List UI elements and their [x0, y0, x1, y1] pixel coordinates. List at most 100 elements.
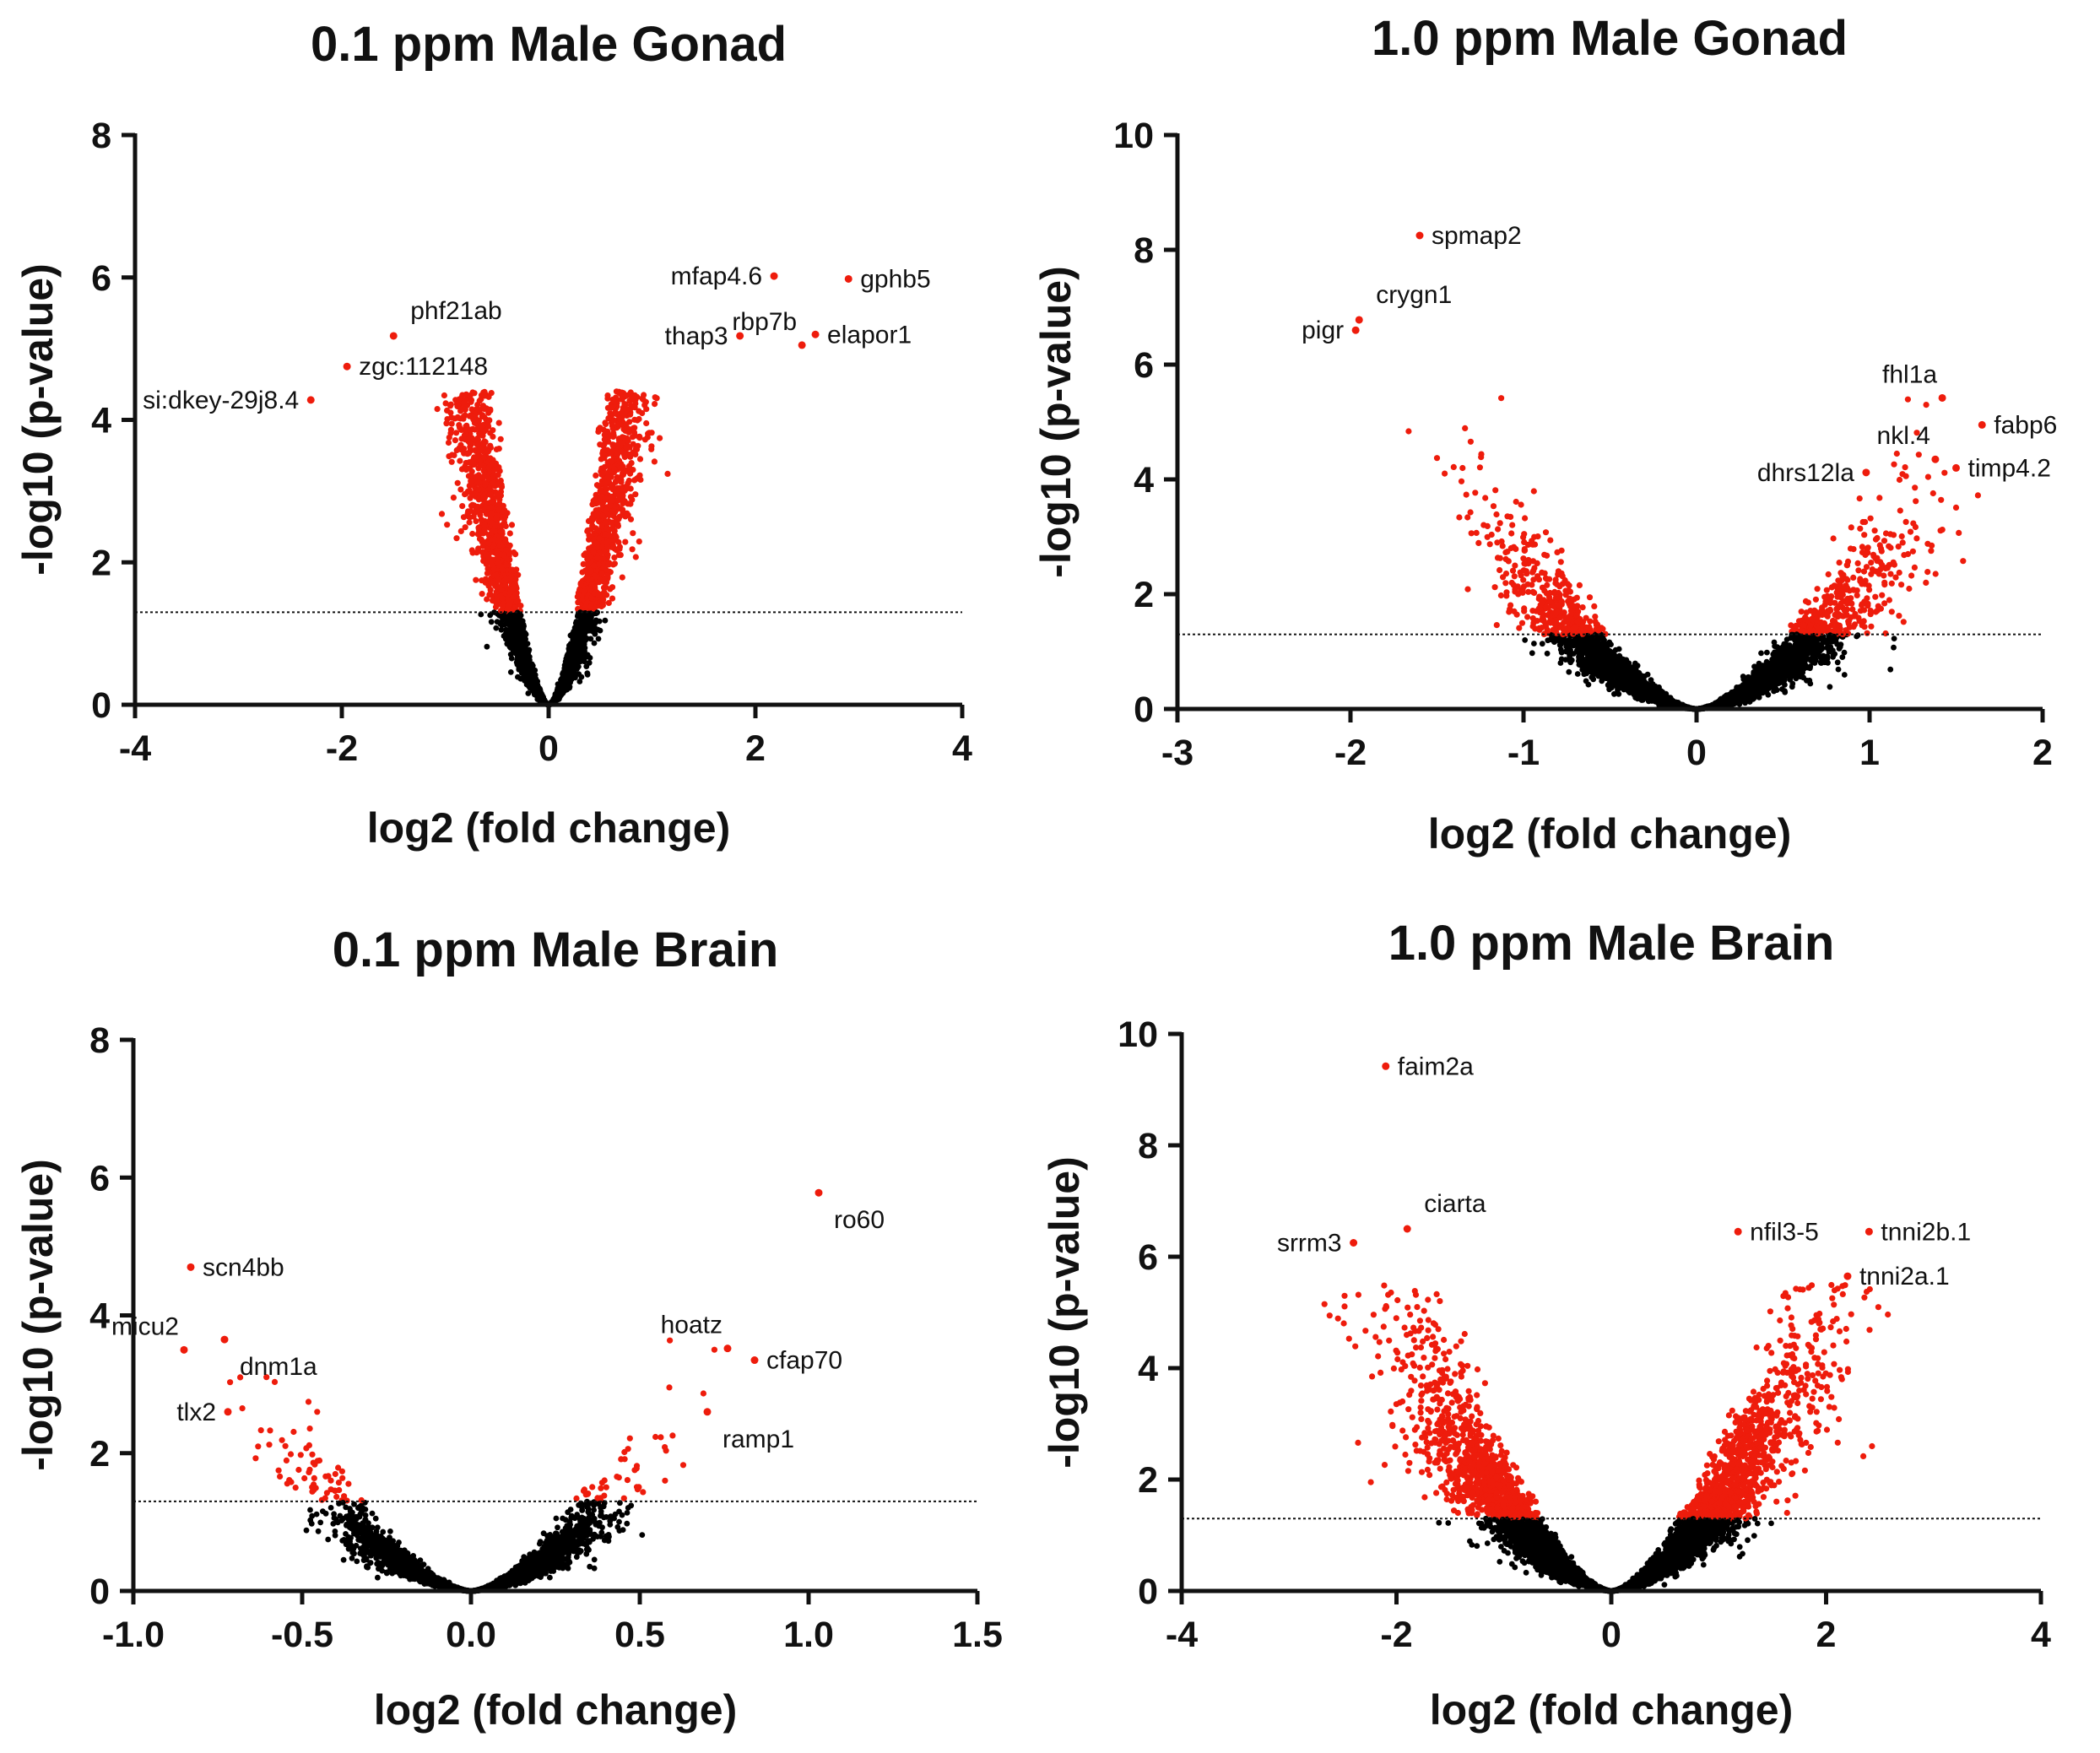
labeled-gene-point [798, 341, 806, 349]
significant-gene-point [455, 414, 461, 420]
significant-gene-point [589, 581, 595, 587]
significant-gene-point [636, 538, 642, 544]
significant-gene-point [468, 399, 474, 405]
significant-gene-point [502, 539, 508, 545]
gene-point [527, 647, 533, 653]
significant-gene-point [500, 567, 506, 573]
gene-point [1891, 645, 1897, 651]
significant-gene-point [512, 592, 518, 598]
significant-gene-point [474, 441, 480, 447]
significant-gene-point [441, 392, 447, 398]
significant-gene-point [594, 555, 600, 561]
gene-point [588, 622, 594, 628]
significant-gene-point [495, 560, 501, 566]
significant-gene-point [466, 514, 472, 520]
significant-gene-point [578, 582, 584, 587]
significant-gene-point [490, 528, 496, 533]
significant-gene-point [621, 452, 627, 457]
significant-gene-point [435, 406, 441, 412]
significant-gene-point [478, 397, 484, 403]
significant-gene-point [632, 491, 638, 497]
significant-gene-point [457, 486, 463, 492]
significant-gene-point [606, 600, 612, 606]
significant-gene-point [1923, 580, 1929, 586]
significant-gene-point [631, 441, 636, 447]
significant-gene-point [448, 427, 454, 433]
volcano-plot-figure: 0.1 ppm Male Gonad -4 -2 0 2 402468 mfap4.6 g… [0, 0, 2100, 1753]
gene-point [1764, 650, 1770, 656]
significant-gene-point [486, 592, 492, 598]
significant-gene-point [588, 568, 594, 574]
significant-gene-point [600, 470, 606, 476]
significant-gene-point [439, 511, 445, 517]
significant-gene-point [1451, 464, 1457, 470]
significant-gene-point [449, 459, 455, 465]
significant-gene-point [473, 577, 479, 583]
significant-gene-point [604, 447, 610, 453]
significant-gene-point [626, 465, 632, 471]
gene-point [509, 623, 515, 629]
significant-gene-point [598, 487, 603, 493]
labeled-gene-point [771, 273, 778, 280]
significant-gene-point [609, 484, 614, 490]
gene-point [588, 636, 594, 642]
significant-gene-point [609, 423, 615, 429]
y-tick-label: 6 [91, 258, 111, 299]
significant-gene-point [1872, 528, 1878, 533]
gene-point [568, 633, 574, 639]
gene-label: elapor1 [827, 321, 912, 349]
significant-gene-point [507, 530, 513, 536]
significant-gene-point [484, 551, 490, 557]
significant-gene-point [481, 406, 487, 412]
significant-gene-point [614, 451, 620, 457]
significant-gene-point [481, 473, 487, 479]
significant-gene-point [482, 522, 488, 528]
gene-label: phf21ab [410, 297, 501, 325]
significant-gene-point [613, 409, 619, 415]
significant-gene-point [610, 418, 616, 424]
gene-point [596, 636, 602, 642]
significant-gene-point [468, 473, 474, 479]
significant-gene-point [497, 592, 503, 598]
gene-point [1566, 669, 1572, 675]
significant-gene-point [490, 598, 495, 603]
significant-gene-point [614, 522, 620, 528]
significant-gene-point [598, 603, 604, 609]
significant-gene-point [588, 603, 594, 609]
labeled-gene-point [307, 396, 315, 403]
significant-gene-point [581, 561, 587, 567]
gene-point [536, 687, 542, 693]
plot-area [307, 273, 852, 708]
labeled-gene-point [845, 275, 852, 283]
gene-point [524, 652, 530, 657]
gene-point [493, 625, 499, 631]
significant-gene-point [590, 549, 596, 555]
significant-gene-point [486, 540, 492, 546]
significant-gene-point [451, 452, 457, 458]
gene-point [593, 618, 599, 624]
significant-gene-point [492, 537, 498, 543]
significant-gene-point [591, 563, 597, 569]
significant-gene-point [618, 552, 624, 558]
gene-point [572, 674, 578, 680]
gene-point [598, 628, 603, 634]
significant-gene-point [605, 461, 611, 467]
gene-point [517, 641, 522, 647]
gene-point [574, 625, 580, 631]
x-tick-label: 2 [745, 728, 766, 769]
significant-gene-point [664, 471, 670, 477]
significant-gene-point [480, 544, 486, 549]
gene-point [510, 636, 516, 642]
significant-gene-point [511, 567, 517, 573]
significant-gene-point [499, 482, 505, 488]
significant-gene-point [622, 539, 628, 545]
significant-gene-point [443, 420, 449, 426]
significant-gene-point [604, 572, 610, 578]
significant-gene-point [453, 430, 459, 436]
significant-gene-point [609, 519, 615, 525]
significant-gene-point [636, 435, 642, 441]
significant-gene-point [596, 535, 602, 541]
significant-gene-point [606, 434, 612, 440]
panel-1p0ppm-male-gonad: 1.0 ppm Male Gonad -3 -2 -1 0 1 20246810 spma… [1032, 11, 2057, 858]
significant-gene-point [606, 538, 612, 544]
